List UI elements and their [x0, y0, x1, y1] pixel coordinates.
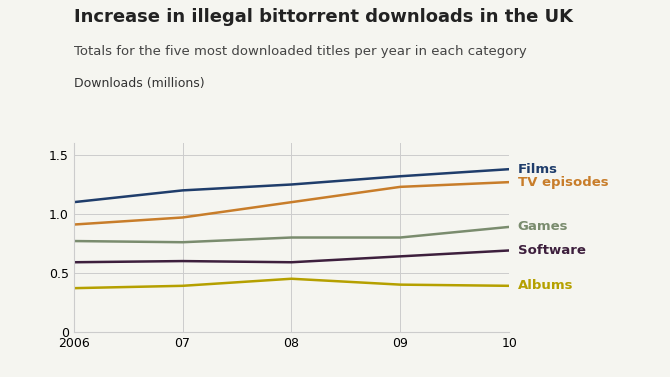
Text: Films: Films [517, 163, 557, 176]
Text: TV episodes: TV episodes [517, 176, 608, 188]
Text: Software: Software [517, 244, 586, 257]
Text: Increase in illegal bittorrent downloads in the UK: Increase in illegal bittorrent downloads… [74, 8, 573, 26]
Text: Totals for the five most downloaded titles per year in each category: Totals for the five most downloaded titl… [74, 45, 527, 58]
Text: Downloads (millions): Downloads (millions) [74, 78, 204, 90]
Text: Games: Games [517, 221, 568, 233]
Text: Albums: Albums [517, 279, 573, 292]
